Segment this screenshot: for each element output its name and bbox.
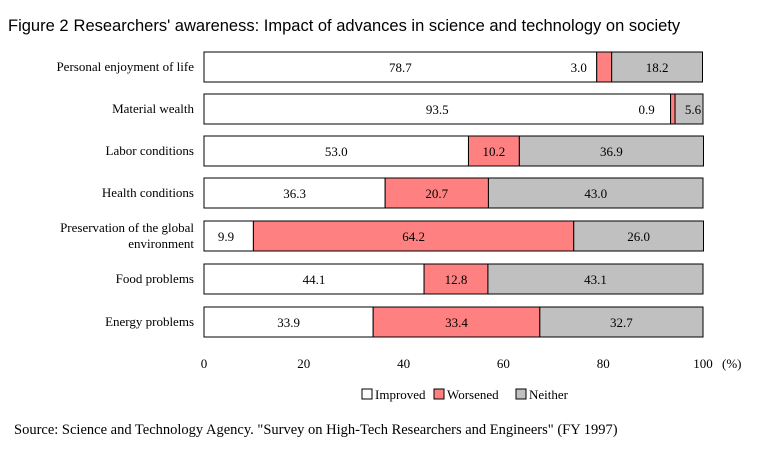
source-note: Source: Science and Technology Agency. "… [14, 422, 618, 438]
category-label: Labor conditions [106, 143, 194, 158]
data-label: 93.5 [426, 102, 449, 117]
bar-segment-neither [487, 177, 704, 209]
bar-segment-worsened [252, 220, 575, 252]
bar-segment-neither [573, 220, 704, 252]
category-label: Energy problems [105, 314, 194, 329]
data-label: 5.6 [685, 102, 702, 117]
bar-segment-improved [203, 220, 254, 252]
bar-segment-worsened [423, 263, 489, 295]
category-label: Preservation of the global [60, 220, 194, 235]
data-label: 33.4 [445, 315, 468, 330]
bar-segment-neither [487, 263, 704, 295]
data-label: 43.1 [584, 272, 607, 287]
x-unit-label: (%) [722, 356, 742, 371]
bar-segment-worsened [596, 51, 613, 83]
x-tick-label: 20 [297, 356, 310, 371]
bar-segment-improved [203, 306, 374, 338]
legend-swatch-improved [361, 388, 373, 400]
data-label: 9.9 [218, 229, 234, 244]
category-label: Food problems [116, 271, 194, 286]
x-tick-label: 100 [693, 356, 713, 371]
data-label: 36.9 [600, 144, 623, 159]
bar-segment-neither [518, 135, 704, 167]
data-label: 18.2 [646, 60, 669, 75]
data-label: 20.7 [425, 186, 448, 201]
data-label: 36.3 [283, 186, 306, 201]
bar-segment-worsened [372, 306, 541, 338]
data-label: 33.9 [277, 315, 300, 330]
data-label: 0.9 [638, 102, 654, 117]
bar-segment-neither [611, 51, 704, 83]
bar-segment-improved [203, 177, 386, 209]
bar-segment-improved [203, 135, 469, 167]
figure-title-text: Researchers' awareness: Impact of advanc… [73, 17, 681, 35]
data-label: 10.2 [483, 144, 506, 159]
bar-segment-improved [203, 93, 672, 125]
data-label: 78.7 [389, 60, 412, 75]
category-label: Health conditions [102, 185, 194, 200]
bar-segment-neither [674, 93, 704, 125]
x-tick-label: 0 [201, 356, 208, 371]
data-label: 12.8 [445, 272, 468, 287]
data-label: 32.7 [610, 315, 633, 330]
data-label: 3.0 [571, 60, 587, 75]
bar-segment-worsened [670, 93, 676, 125]
legend-swatch-neither [515, 388, 527, 400]
legend-label: Improved [375, 387, 426, 402]
x-tick-label: 40 [397, 356, 410, 371]
chart-title: Figure 2 Researchers' awareness: Impact o… [8, 17, 680, 36]
x-tick-label: 80 [597, 356, 610, 371]
data-label: 26.0 [627, 229, 650, 244]
bar-segment-worsened [467, 135, 520, 167]
category-label: Material wealth [112, 101, 194, 116]
category-label: environment [128, 236, 194, 251]
x-tick-label: 60 [497, 356, 510, 371]
data-label: 44.1 [303, 272, 326, 287]
legend-label: Neither [529, 387, 569, 402]
category-label: Personal enjoyment of life [56, 59, 194, 74]
bar-segment-improved [203, 263, 425, 295]
bar-segment-neither [539, 306, 704, 338]
legend-swatch-worsened [433, 388, 445, 400]
data-label: 64.2 [402, 229, 425, 244]
legend-label: Worsened [447, 387, 499, 402]
bar-segment-worsened [384, 177, 489, 209]
figure-number: Figure 2 [8, 17, 69, 35]
data-label: 43.0 [584, 186, 607, 201]
bar-segment-improved [203, 51, 598, 83]
data-label: 53.0 [325, 144, 348, 159]
